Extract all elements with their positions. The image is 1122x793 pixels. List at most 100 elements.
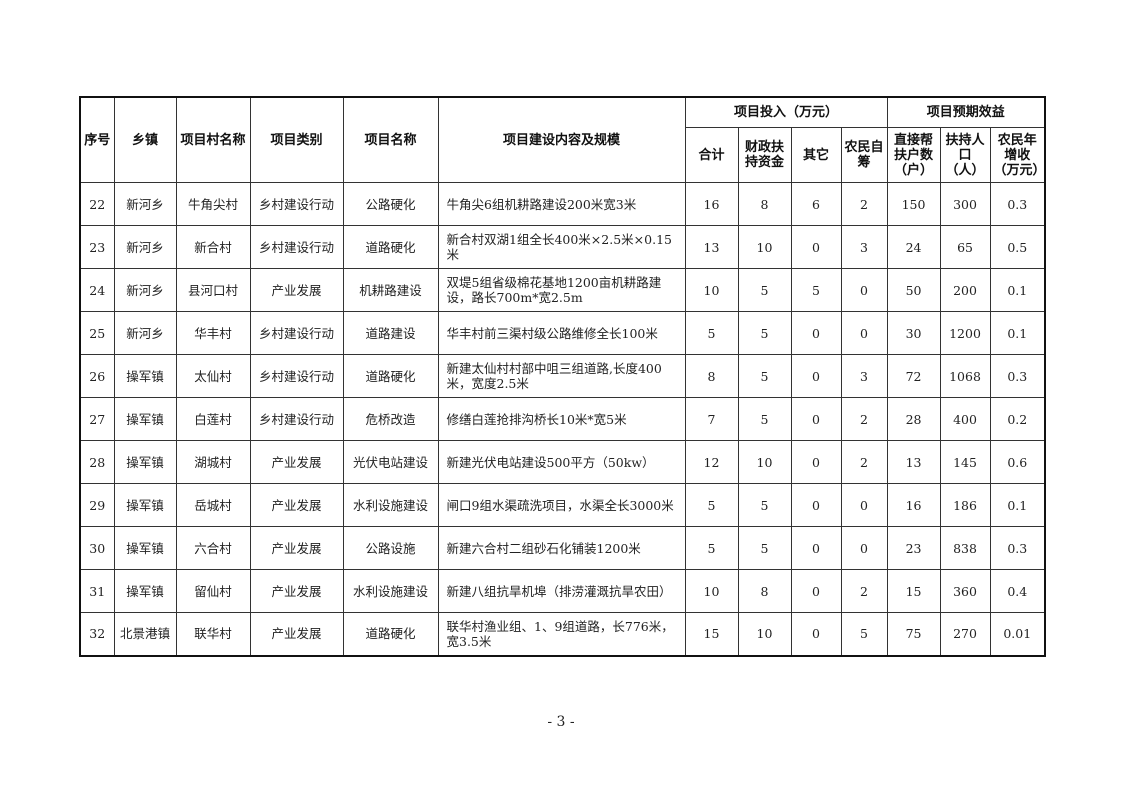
- header-town: 乡镇: [113, 96, 177, 183]
- cell-category: 产业发展: [249, 612, 344, 656]
- cell-households: 75: [886, 612, 941, 656]
- cell-farmer-self: 2: [840, 182, 888, 226]
- cell-other: 0: [790, 569, 842, 613]
- cell-total: 15: [684, 612, 739, 656]
- table-row: 22 新河乡 牛角尖村 乡村建设行动 公路硬化 牛角尖6组机耕路建设200米宽3米 16 8 6…: [79, 182, 1046, 226]
- cell-population: 1200: [939, 311, 991, 355]
- cell-content: 牛角尖6组机耕路建设200米宽3米: [437, 182, 686, 226]
- cell-town: 操军镇: [113, 440, 177, 484]
- cell-population: 65: [939, 225, 991, 269]
- cell-village: 白莲村: [175, 397, 251, 441]
- cell-category: 乡村建设行动: [249, 182, 344, 226]
- project-table: 序号 乡镇 项目村名称 项目类别 项目名称 项目建设内容及规模 项目投入（万元）…: [79, 96, 1047, 657]
- cell-category: 乡村建设行动: [249, 311, 344, 355]
- cell-town: 操军镇: [113, 569, 177, 613]
- table-row: 32 北景港镇 联华村 产业发展 道路硬化 联华村渔业组、1、9组道路，长776米，宽3.…: [79, 612, 1046, 656]
- cell-village: 县河口村: [175, 268, 251, 312]
- table-row: 30 操军镇 六合村 产业发展 公路设施 新建六合村二组砂石化铺装1200米 5 5 0 0 23 8…: [79, 526, 1046, 570]
- cell-farmer-self: 3: [840, 354, 888, 398]
- cell-content: 双堤5组省级棉花基地1200亩机耕路建设，路长700m*宽2.5m: [437, 268, 686, 312]
- cell-total: 8: [684, 354, 739, 398]
- cell-village: 太仙村: [175, 354, 251, 398]
- cell-project: 水利设施建设: [342, 483, 439, 527]
- cell-seq: 31: [79, 569, 115, 613]
- cell-population: 360: [939, 569, 991, 613]
- cell-farmer-self: 0: [840, 311, 888, 355]
- cell-income: 0.6: [989, 440, 1046, 484]
- cell-seq: 22: [79, 182, 115, 226]
- cell-content: 闸口9组水渠疏洗项目，水渠全长3000米: [437, 483, 686, 527]
- cell-village: 华丰村: [175, 311, 251, 355]
- cell-project: 危桥改造: [342, 397, 439, 441]
- cell-content: 新建八组抗旱机埠（排涝灌溉抗旱农田）: [437, 569, 686, 613]
- cell-project: 水利设施建设: [342, 569, 439, 613]
- cell-town: 新河乡: [113, 225, 177, 269]
- cell-income: 0.2: [989, 397, 1046, 441]
- cell-farmer-self: 5: [840, 612, 888, 656]
- header-income: 农民年增收（万元）: [989, 127, 1046, 183]
- cell-farmer-self: 2: [840, 440, 888, 484]
- cell-other: 0: [790, 612, 842, 656]
- table-body: 22 新河乡 牛角尖村 乡村建设行动 公路硬化 牛角尖6组机耕路建设200米宽3米 16 8 6…: [79, 182, 1046, 656]
- header-fiscal: 财政扶持资金: [737, 127, 792, 183]
- cell-other: 0: [790, 397, 842, 441]
- table-row: 29 操军镇 岳城村 产业发展 水利设施建设 闸口9组水渠疏洗项目，水渠全长3000米 5 5…: [79, 483, 1046, 527]
- cell-population: 200: [939, 268, 991, 312]
- cell-population: 270: [939, 612, 991, 656]
- cell-village: 湖城村: [175, 440, 251, 484]
- cell-households: 15: [886, 569, 941, 613]
- cell-seq: 23: [79, 225, 115, 269]
- cell-content: 联华村渔业组、1、9组道路，长776米，宽3.5米: [437, 612, 686, 656]
- cell-town: 操军镇: [113, 397, 177, 441]
- cell-village: 联华村: [175, 612, 251, 656]
- header-total: 合计: [684, 127, 739, 183]
- cell-total: 5: [684, 483, 739, 527]
- cell-farmer-self: 0: [840, 526, 888, 570]
- cell-village: 岳城村: [175, 483, 251, 527]
- cell-village: 六合村: [175, 526, 251, 570]
- cell-content: 新合村双湖1组全长400米×2.5米×0.15米: [437, 225, 686, 269]
- cell-town: 操军镇: [113, 526, 177, 570]
- cell-category: 乡村建设行动: [249, 397, 344, 441]
- cell-total: 5: [684, 526, 739, 570]
- cell-income: 0.01: [989, 612, 1046, 656]
- header-seq: 序号: [79, 96, 115, 183]
- table-row: 27 操军镇 白莲村 乡村建设行动 危桥改造 修缮白莲抢排沟桥长10米*宽5米 7 5 0 2 28…: [79, 397, 1046, 441]
- header-category: 项目类别: [249, 96, 344, 183]
- table-row: 31 操军镇 留仙村 产业发展 水利设施建设 新建八组抗旱机埠（排涝灌溉抗旱农田） 10 8 0…: [79, 569, 1046, 613]
- cell-farmer-self: 0: [840, 268, 888, 312]
- cell-category: 产业发展: [249, 526, 344, 570]
- cell-other: 0: [790, 526, 842, 570]
- cell-population: 300: [939, 182, 991, 226]
- cell-category: 产业发展: [249, 440, 344, 484]
- table-row: 25 新河乡 华丰村 乡村建设行动 道路建设 华丰村前三渠村级公路维修全长100米 5 5 0 0…: [79, 311, 1046, 355]
- cell-other: 0: [790, 354, 842, 398]
- cell-project: 道路硬化: [342, 225, 439, 269]
- cell-fiscal: 10: [737, 440, 792, 484]
- header-content: 项目建设内容及规模: [437, 96, 686, 183]
- cell-total: 5: [684, 311, 739, 355]
- header-households: 直接帮扶户数（户）: [886, 127, 941, 183]
- cell-town: 操军镇: [113, 354, 177, 398]
- header-other: 其它: [790, 127, 842, 183]
- cell-seq: 26: [79, 354, 115, 398]
- table-row: 23 新河乡 新合村 乡村建设行动 道路硬化 新合村双湖1组全长400米×2.5米×0.1…: [79, 225, 1046, 269]
- cell-households: 28: [886, 397, 941, 441]
- cell-fiscal: 5: [737, 526, 792, 570]
- cell-seq: 29: [79, 483, 115, 527]
- header-investment: 项目投入（万元）: [684, 96, 888, 128]
- cell-income: 0.1: [989, 268, 1046, 312]
- cell-fiscal: 5: [737, 268, 792, 312]
- cell-project: 公路硬化: [342, 182, 439, 226]
- cell-income: 0.3: [989, 526, 1046, 570]
- cell-farmer-self: 0: [840, 483, 888, 527]
- cell-other: 0: [790, 483, 842, 527]
- cell-town: 新河乡: [113, 268, 177, 312]
- cell-fiscal: 10: [737, 612, 792, 656]
- cell-other: 5: [790, 268, 842, 312]
- cell-income: 0.1: [989, 483, 1046, 527]
- cell-project: 公路设施: [342, 526, 439, 570]
- cell-content: 新建光伏电站建设500平方（50kw）: [437, 440, 686, 484]
- cell-households: 50: [886, 268, 941, 312]
- cell-population: 1068: [939, 354, 991, 398]
